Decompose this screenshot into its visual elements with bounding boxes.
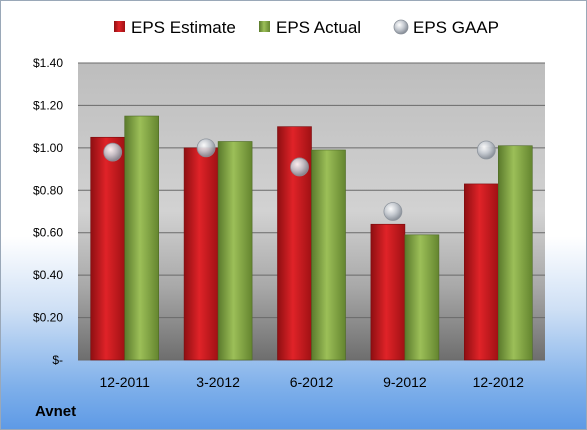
x-tick-label: 9-2012: [383, 374, 427, 390]
legend-swatch: [259, 21, 270, 32]
bar-eps-actual: [497, 145, 533, 361]
x-tick-label: 12-2011: [100, 374, 151, 390]
y-tick-label: $0.80: [33, 183, 63, 197]
legend-label: EPS GAAP: [413, 18, 499, 37]
marker-eps-gaap: [383, 202, 403, 221]
marker-eps-gaap: [196, 138, 216, 158]
marker-eps-gaap: [476, 140, 496, 160]
y-tick-label: $-: [52, 353, 63, 367]
marker-eps-gaap: [103, 142, 123, 162]
legend-swatch: [393, 19, 409, 35]
bar-eps-actual: [404, 234, 440, 361]
legend-label: EPS Estimate: [131, 18, 236, 37]
x-tick-label: 3-2012: [196, 374, 240, 390]
bar-eps-estimate: [90, 136, 125, 361]
bar-eps-actual: [124, 115, 159, 361]
company-name: Avnet: [35, 403, 77, 420]
legend-label: EPS Actual: [276, 18, 361, 37]
y-tick-label: $0.60: [33, 226, 63, 240]
y-tick-label: $1.20: [33, 98, 63, 112]
x-tick-label: 12-2012: [473, 374, 525, 390]
marker-eps-gaap: [290, 157, 309, 177]
x-tick-label: 6-2012: [290, 374, 334, 390]
y-tick-label: $1.40: [33, 56, 63, 70]
bar-eps-estimate: [463, 183, 499, 361]
y-tick-label: $1.00: [33, 141, 63, 155]
y-tick-label: $0.40: [33, 268, 63, 282]
bar-eps-estimate: [370, 223, 406, 361]
bar-eps-actual: [217, 141, 253, 361]
bar-eps-actual: [311, 149, 346, 361]
y-tick-label: $0.20: [33, 311, 63, 325]
bar-eps-estimate: [183, 147, 219, 361]
legend-swatch: [114, 21, 125, 32]
